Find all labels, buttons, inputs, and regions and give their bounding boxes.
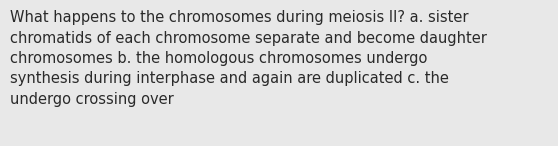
- Text: What happens to the chromosomes during meiosis II? a. sister
chromatids of each : What happens to the chromosomes during m…: [10, 10, 487, 107]
